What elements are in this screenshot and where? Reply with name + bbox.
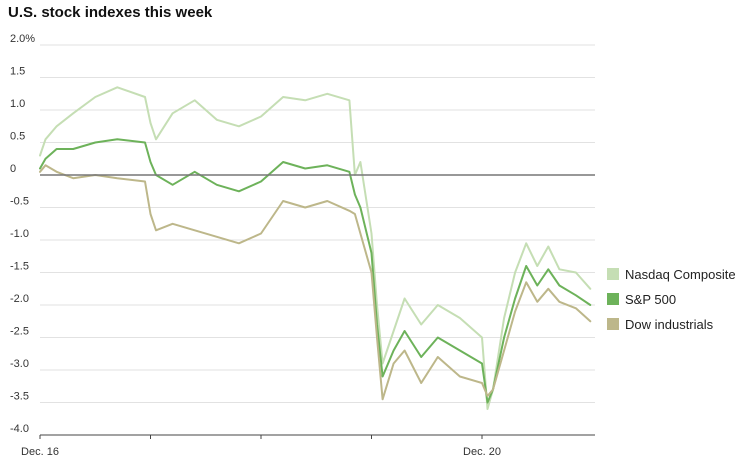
x-tick-label: Dec. 16 [21,446,59,458]
y-tick-label: -1.5 [10,261,29,273]
series-line-s-p-500 [39,138,592,404]
legend-label: Nasdaq Composite [625,267,736,282]
y-tick-label: 0 [10,163,16,175]
y-tick-label: -3.0 [10,358,29,370]
y-tick-label: 1.0 [10,98,25,110]
axis-layer: 2.0% 1.5 1.0 0.5 0 -0.5 -1.0 -1.5 -2.0 -2.5 -3.0 -3… [10,33,595,458]
y-tick-label: -1.0 [10,228,29,240]
y-tick-label: 2.0% [10,33,35,45]
legend-label: S&P 500 [625,292,676,307]
y-tick-label: -2.5 [10,326,29,338]
y-tick-label: -3.5 [10,391,29,403]
series-layer [39,86,592,410]
x-tick-label: Dec. 20 [463,446,501,458]
legend: Nasdaq Composite S&P 500 Dow industrials [607,267,736,332]
legend-swatch [607,268,619,280]
legend-swatch [607,293,619,305]
y-tick-label: 1.5 [10,66,25,78]
grid-layer [40,44,595,436]
legend-label: Dow industrials [625,317,714,332]
series-line-dow-industrials [39,164,592,401]
y-tick-label: -4.0 [10,423,29,435]
legend-swatch [607,318,619,330]
y-tick-label: -0.5 [10,196,29,208]
series-line-nasdaq-composite [39,86,592,410]
y-tick-label: -2.0 [10,293,29,305]
y-tick-label: 0.5 [10,131,25,143]
chart-title: U.S. stock indexes this week [8,4,213,21]
